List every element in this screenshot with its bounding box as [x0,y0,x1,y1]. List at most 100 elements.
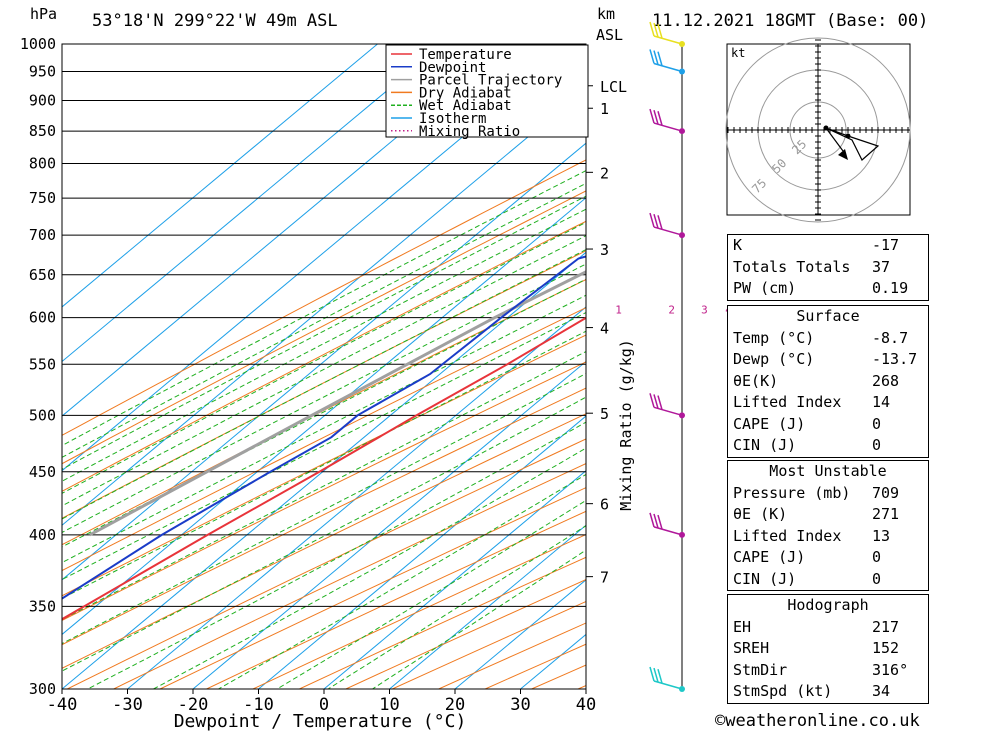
hodograph-stat-label: SREH [733,639,770,657]
legend-label: Isotherm [419,111,486,127]
height-tick-label: LCL [600,78,627,96]
legend-label: Mixing Ratio [419,124,520,140]
surface-row: Temp (°C) -8.7 [728,328,928,350]
hodograph-stat-value: 316° [872,660,909,679]
pressure-tick-label: 600 [29,309,56,327]
height-tick-label: 6 [600,496,609,514]
pressure-tick-label: 700 [29,226,56,244]
hodograph-table: Hodograph EH 217 SREH 152 StmDir 316° StmSpd (… [727,594,929,704]
hodograph-point [845,133,851,139]
parcel-trajectory-line [88,270,586,537]
legend-box [385,44,589,138]
wind-barb-shaft [653,226,683,236]
isotherm-line [62,44,444,363]
wind-barb-feather [653,109,659,125]
surface-label: Dewp (°C) [733,350,815,368]
isotherm-line [323,470,586,689]
wind-barb-feather [657,514,663,530]
wind-barb-feather [649,21,655,37]
dry-adiabat-line [62,278,586,546]
surface-row: Dewp (°C) -13.7 [728,349,928,371]
isotherm-line [62,251,586,689]
wet-adiabat-line [62,350,586,621]
wind-barb-feather [649,666,655,682]
most-unstable-value: 271 [872,505,900,523]
hodograph-unit-label: kt [731,46,745,60]
wind-barb-feather [657,215,663,230]
mixing-ratio-axis-label: Mixing Ratio (g/kg) [617,339,635,511]
pressure-tick-label: 900 [29,91,56,109]
legend-label: Temperature [419,47,512,63]
surface-value: 0 [872,414,882,433]
surface-label: Lifted Index [733,393,842,411]
wet-adiabat-line [62,263,586,534]
x-tick-label: -10 [243,695,274,715]
y-axis-ticks: 300 350 400 450 500 550 600 650 700 750 800 850 900 9… [20,35,56,698]
most-unstable-row: Lifted Index 13 [728,526,928,548]
hodograph-stat-value: 152 [872,639,900,657]
pw-value: 0.19 [872,279,909,297]
wet-adiabat-line [62,372,586,645]
x-tick-label: -20 [178,695,209,715]
k-value: -17 [872,236,900,254]
hodograph-stat-label: EH [733,617,752,636]
dry-adiabat-line [62,361,586,621]
hodograph-stat-row: StmDir 316° [728,660,928,682]
x-tick-label: 20 [445,695,465,715]
wind-barb-shaft [653,62,683,73]
surface-table: Surface Temp (°C) -8.7 Dewp (°C) -13.7 θE(K)… [727,305,929,458]
most-unstable-label: θE (K) [733,505,788,523]
wind-barb-feather [649,393,655,408]
surface-title: Surface [796,307,860,325]
asl-label: ASL [596,26,624,44]
surface-value: -8.7 [872,328,909,347]
wind-barb-feather [649,212,655,228]
most-unstable-row: CAPE (J) 0 [728,547,928,569]
dry-adiabat-line [62,334,586,597]
hodograph-stat-value: 217 [872,617,900,636]
height-tick-label: 5 [600,405,609,423]
surface-value: 268 [872,371,900,390]
pressure-tick-label: 750 [29,189,56,207]
isotherm-line [62,44,509,417]
pressure-tick-label: 550 [29,355,56,373]
datetime-title: 11.12.2021 18GMT (Base: 00) [652,11,929,31]
storm-motion-arrow [825,127,844,152]
wet-adiabat-line [153,447,586,689]
isotherm-line [127,306,586,689]
surface-label: Temp (°C) [733,328,815,347]
hodograph-stat-row: EH 217 [728,617,928,639]
pressure-tick-label: 650 [29,266,56,284]
temperature-line [62,316,586,621]
pressure-tick-label: 1000 [20,35,56,53]
wet-adiabat-line [62,311,586,581]
wet-adiabat-line [62,294,586,564]
wind-barb-shaft [653,680,683,690]
most-unstable-label: Pressure (mb) [733,483,851,502]
tt-value: 37 [872,257,891,276]
mixing-ratio-label: 2 [668,304,675,317]
hpa-label: hPa [30,5,58,23]
most-unstable-label: CAPE (J) [733,548,806,566]
k-label: K [733,236,743,254]
dry-adiabat-line [67,438,586,689]
height-tick-label: 1 [600,100,609,118]
pressure-tick-label: 450 [29,463,56,481]
wind-barb-feather [653,50,659,65]
dry-adiabat-line [206,510,586,689]
profiles [62,255,586,621]
isotherm-line [62,87,586,526]
most-unstable-table: Most Unstable Pressure (mb) 709 θE (K) 271 L… [727,460,929,591]
most-unstable-label: Lifted Index [733,526,842,545]
most-unstable-row: CIN (J) 0 [728,569,928,591]
indices-table: K -17 Totals Totals 37 PW (cm) 0.19 [727,234,929,301]
surface-value: 14 [872,393,891,411]
hodograph-stat-label: StmSpd (kt) [733,682,833,700]
legend-label: Dewpoint [419,60,486,76]
legend-label: Wet Adiabat [419,98,512,114]
isotherm-line [454,579,586,689]
isotherm-line [192,360,586,689]
most-unstable-value: 0 [872,548,882,566]
hodograph-stat-label: StmDir [733,660,788,679]
copyright-link[interactable]: ©weatheronline.co.uk [715,711,920,731]
